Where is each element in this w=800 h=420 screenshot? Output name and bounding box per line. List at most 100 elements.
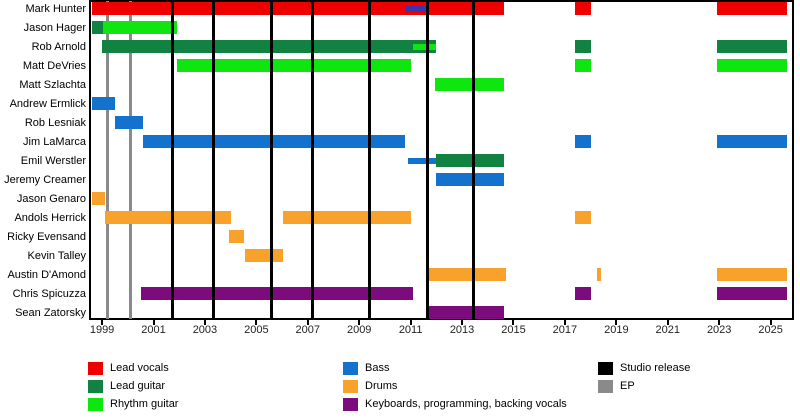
timeline-bar [575, 40, 591, 53]
member-name-label: Emil Werstler [20, 154, 86, 167]
axis-tick [769, 320, 772, 325]
axis-tick [203, 320, 206, 325]
member-name-label: Jason Genaro [16, 192, 86, 205]
axis-tick [255, 320, 258, 325]
axis-tick [512, 320, 515, 325]
studio-release-line [212, 1, 216, 319]
axis-tick [306, 320, 309, 325]
member-name-label: Andrew Ermlick [9, 97, 86, 110]
timeline-bar [716, 287, 788, 300]
timeline-bar [435, 78, 505, 91]
timeline-bar [575, 211, 591, 224]
member-name-label: Jeremy Creamer [4, 173, 86, 186]
timeline-bar [716, 40, 788, 53]
axis-tick-label: 2011 [398, 324, 423, 336]
timeline-bar [91, 97, 115, 110]
member-name-label: Jason Hager [23, 21, 86, 34]
axis-tick [563, 320, 566, 325]
timeline-bar [114, 116, 144, 129]
timeline-bar [597, 268, 601, 281]
legend-swatch-bass [343, 362, 358, 375]
axis-tick-label: 2007 [295, 324, 321, 336]
timeline-bar [405, 5, 425, 12]
axis-tick [409, 320, 412, 325]
timeline-bar [104, 211, 231, 224]
timeline-bar [436, 154, 505, 167]
legend-label-lead_guitar: Lead guitar [110, 380, 166, 392]
timeline-bar [427, 306, 505, 319]
studio-release-line [171, 1, 175, 319]
member-name-label: Matt Szlachta [19, 78, 86, 91]
legend-label-studio: Studio release [620, 362, 691, 374]
timeline-bar [716, 2, 788, 15]
timeline-bar [716, 59, 788, 72]
legend-swatch-keyboards [343, 398, 358, 411]
member-name-label: Jim LaMarca [23, 135, 86, 148]
member-name-label: Rob Lesniak [24, 116, 86, 129]
legend-swatch-ep [598, 380, 613, 393]
member-name-label: Chris Spicuzza [12, 287, 86, 300]
timeline-bar [408, 157, 437, 164]
axis-tick [358, 320, 361, 325]
legend-swatch-lead_guitar [88, 380, 103, 393]
legend-swatch-rhythm_guitar [88, 398, 103, 411]
studio-release-line [425, 1, 429, 319]
member-name-label: Matt DeVries [22, 59, 86, 72]
axis-tick-label: 2001 [141, 324, 166, 336]
axis-tick [666, 320, 669, 325]
legend-label-lead_vocals: Lead vocals [110, 362, 169, 374]
member-name-label: Sean Zatorsky [15, 306, 86, 319]
axis-tick-label: 2021 [655, 324, 680, 336]
axis-tick-label: 2003 [192, 324, 218, 336]
timeline-bar [176, 59, 411, 72]
axis-tick-label: 2025 [758, 324, 783, 336]
legend-swatch-studio [598, 362, 613, 375]
axis-tick [461, 320, 464, 325]
timeline-bar [575, 2, 591, 15]
axis-tick-label: 1999 [89, 324, 115, 336]
studio-release-line [311, 1, 315, 319]
timeline-bar [244, 249, 284, 262]
axis-tick-label: 2019 [604, 324, 629, 336]
axis-tick-label: 2009 [346, 324, 372, 336]
studio-release-line [472, 1, 476, 319]
axis-tick-label: 2017 [552, 324, 578, 336]
timeline-bar [91, 192, 105, 205]
member-name-label: Austin D'Amond [7, 268, 86, 281]
ep-release-line [105, 1, 109, 319]
timeline-bar [413, 43, 437, 50]
axis-tick-label: 2013 [449, 324, 475, 336]
timeline-bar [91, 2, 505, 15]
studio-release-line [368, 1, 371, 319]
member-name-label: Andols Herrick [14, 211, 86, 224]
axis-tick-label: 2023 [706, 324, 732, 336]
axis-tick [101, 320, 104, 325]
axis-tick [615, 320, 618, 325]
timeline-bar [575, 59, 591, 72]
timeline-bar [102, 40, 437, 53]
studio-release-line [270, 1, 274, 319]
timeline-bar [716, 268, 788, 281]
legend-label-ep: EP [620, 380, 635, 392]
legend-label-rhythm_guitar: Rhythm guitar [110, 398, 179, 410]
timeline-bar [140, 287, 414, 300]
member-name-label: Ricky Evensand [7, 230, 86, 243]
legend-label-keyboards: Keyboards, programming, backing vocals [365, 398, 567, 410]
legend-label-bass: Bass [365, 362, 390, 374]
member-name-label: Rob Arnold [31, 40, 86, 53]
timeline-bar [427, 268, 506, 281]
timeline-bar [575, 135, 591, 148]
member-name-label: Mark Hunter [25, 2, 86, 15]
ep-release-line [128, 1, 132, 319]
timeline-bar [716, 135, 788, 148]
timeline-bar [436, 173, 505, 186]
axis-tick [718, 320, 721, 325]
timeline-bar [229, 230, 244, 243]
legend-label-drums: Drums [365, 380, 398, 392]
axis-tick [152, 320, 155, 325]
timeline-bar [143, 135, 406, 148]
legend-swatch-lead_vocals [88, 362, 103, 375]
legend-swatch-drums [343, 380, 358, 393]
timeline-bar [575, 287, 591, 300]
